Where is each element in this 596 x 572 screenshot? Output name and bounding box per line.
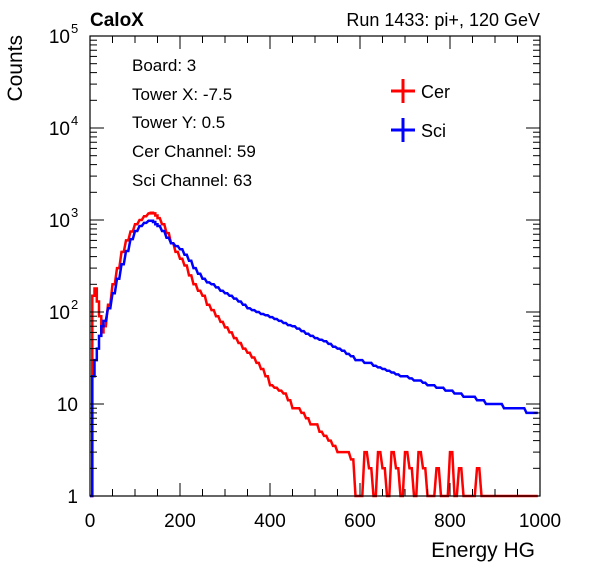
y-tick-exponent: 4 bbox=[71, 113, 78, 128]
y-tick-label: 10 bbox=[49, 303, 70, 324]
y-tick-exponent: 3 bbox=[71, 205, 78, 220]
plot-frame bbox=[89, 35, 541, 497]
x-tick-label: 200 bbox=[164, 511, 196, 532]
series-cer-line bbox=[90, 211, 538, 498]
y-tick-label: 10 bbox=[49, 119, 70, 140]
info-line-board: Board: 3 bbox=[132, 56, 196, 75]
info-line-tower-x: Tower X: -7.5 bbox=[132, 85, 232, 104]
y-tick-exponent: 2 bbox=[71, 297, 78, 312]
legend-cer-label: Cer bbox=[421, 82, 450, 102]
legend-sci-label: Sci bbox=[421, 121, 446, 141]
y-tick-label: 1 bbox=[67, 487, 78, 508]
x-tick-label: 400 bbox=[254, 511, 286, 532]
x-tick-label: 0 bbox=[85, 511, 96, 532]
calox-label: CaloX bbox=[90, 10, 144, 31]
y-tick-label: 10 bbox=[49, 27, 70, 48]
info-line-cer-channel: Cer Channel: 59 bbox=[132, 142, 256, 161]
y-axis-title: Counts bbox=[4, 35, 27, 102]
x-tick-label: 1000 bbox=[519, 511, 561, 532]
x-axis-title: Energy HG bbox=[431, 539, 535, 562]
info-box: Board: 3 Tower X: -7.5 Tower Y: 0.5 Cer … bbox=[132, 56, 256, 190]
series-sci-line bbox=[90, 219, 538, 498]
x-tick-label: 600 bbox=[344, 511, 376, 532]
x-tick-label: 800 bbox=[434, 511, 466, 532]
run-label: Run 1433: pi+, 120 GeV bbox=[346, 10, 540, 30]
info-line-tower-y: Tower Y: 0.5 bbox=[132, 113, 225, 132]
y-tick-exponent: 5 bbox=[71, 21, 78, 36]
info-line-sci-channel: Sci Channel: 63 bbox=[132, 171, 252, 190]
y-tick-label: 10 bbox=[57, 395, 78, 416]
y-tick-label: 10 bbox=[49, 211, 70, 232]
